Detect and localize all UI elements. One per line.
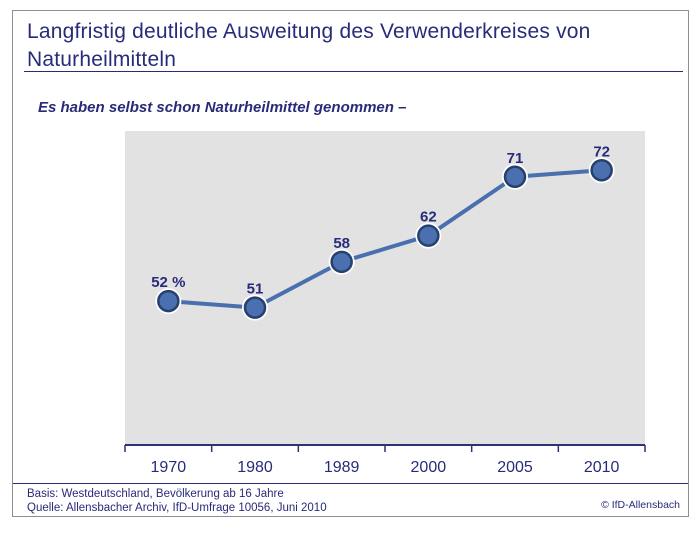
data-point: [590, 159, 613, 182]
data-point-label: 62: [420, 209, 437, 226]
x-tick-label: 1989: [324, 459, 360, 476]
data-point: [157, 289, 180, 313]
data-point: [417, 224, 440, 247]
data-point-label: 72: [593, 143, 610, 160]
footer-basis-text: Basis: Westdeutschland, Bevölkerung ab 1…: [27, 488, 284, 500]
chart-subtitle: Es haben selbst schon Naturheilmittel ge…: [38, 99, 407, 116]
x-tick-label: 2000: [411, 459, 447, 476]
footer-separator: [13, 483, 688, 484]
data-point-label: 52 %: [151, 274, 185, 291]
data-point-label: 51: [247, 281, 264, 298]
x-tick-label: 1970: [151, 459, 187, 476]
trend-line: [166, 168, 604, 310]
plot-area: [125, 131, 645, 445]
data-point-label: 71: [507, 150, 524, 167]
data-point: [330, 250, 353, 274]
data-point-label: 58: [333, 235, 350, 252]
footer-copyright: © IfD-Allensbach: [601, 499, 680, 511]
x-tick-label: 2010: [584, 459, 620, 476]
data-point: [243, 296, 267, 319]
page-title: Langfristig deutliche Ausweitung des Ver…: [27, 20, 591, 71]
footer-source-text: Quelle: Allensbacher Archiv, IfD-Umfrage…: [27, 502, 327, 514]
x-tick-label: 1980: [237, 459, 273, 476]
x-tick-label: 2005: [497, 459, 533, 476]
title-underline: [24, 71, 683, 72]
data-point: [503, 165, 527, 189]
